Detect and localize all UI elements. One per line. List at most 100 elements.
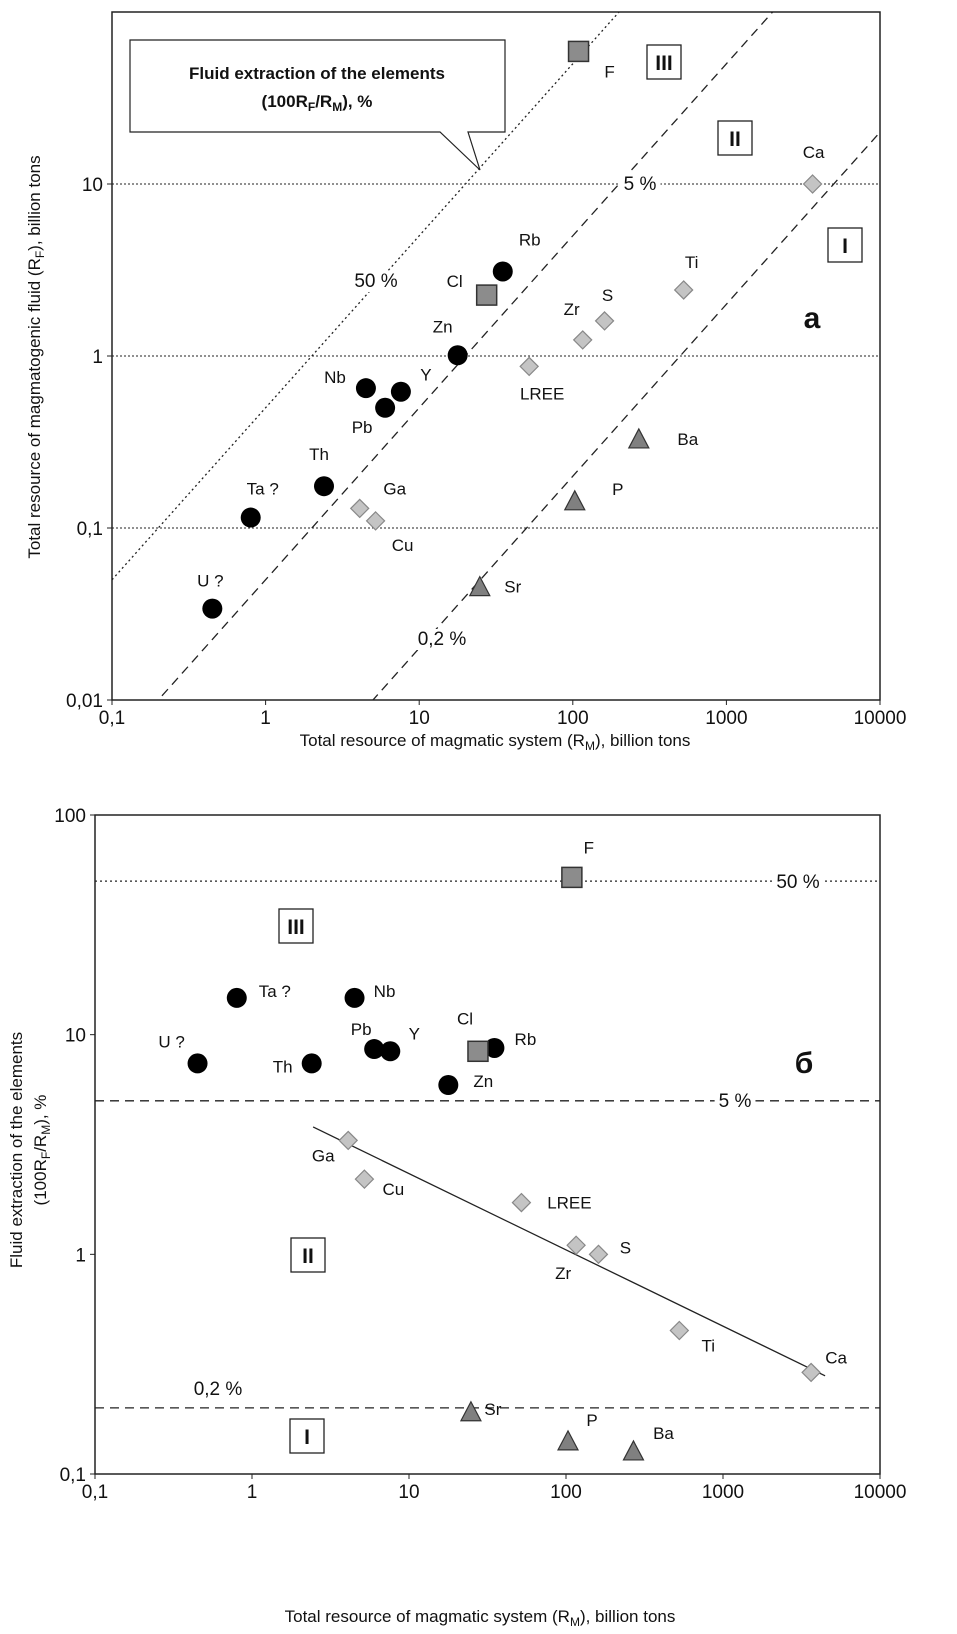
point <box>588 1244 609 1265</box>
zone-label: III <box>655 52 673 75</box>
x-tick-label: 0,1 <box>99 708 125 729</box>
text-run: ), billion tons <box>25 155 44 250</box>
ratio-line-label: 50 % <box>354 271 397 292</box>
subscript: F <box>308 100 315 114</box>
point <box>561 866 583 889</box>
point <box>594 311 615 331</box>
point-label: F <box>584 838 594 857</box>
y-tick-label: 0,1 <box>60 1465 86 1486</box>
point-label: Zr <box>555 1264 571 1283</box>
point-label: Y <box>420 366 431 385</box>
x-tick-label: 1000 <box>705 708 747 729</box>
x-tick-label: 10000 <box>854 708 907 729</box>
label-background <box>350 271 402 292</box>
point-label: S <box>602 286 613 305</box>
x-axis-title: Total resource of magmatic system (RM), … <box>285 1607 676 1629</box>
point <box>572 330 593 350</box>
point-label: S <box>620 1238 631 1257</box>
point <box>484 1037 505 1058</box>
reference-line-label: 5 % <box>719 1091 752 1112</box>
text-run: Total resource of magmatogenic fluid (R <box>25 258 44 558</box>
point <box>438 1075 459 1096</box>
point-label: P <box>612 480 623 499</box>
callout-text: Fluid extraction of the elements <box>189 64 445 83</box>
point <box>202 598 223 619</box>
x-axis-title: Total resource of magmatic system (RM), … <box>300 731 691 753</box>
point-label: Ga <box>383 479 406 498</box>
text-run: ), billion tons <box>595 731 690 750</box>
x-tick-label: 0,1 <box>82 1482 108 1503</box>
text-run: ), % <box>31 1095 50 1125</box>
zone-box <box>290 1237 326 1273</box>
point <box>344 987 365 1008</box>
point-label: Ta ? <box>247 480 279 499</box>
point-label: Y <box>409 1024 420 1043</box>
point <box>349 498 370 519</box>
y-axis-title: (100RF/RM), % <box>31 1095 53 1206</box>
panel-label: б <box>795 1047 814 1080</box>
x-tick-label: 100 <box>557 708 589 729</box>
point <box>447 345 468 366</box>
point-label: LREE <box>520 384 564 403</box>
zone-label: I <box>842 235 848 258</box>
point <box>673 280 694 300</box>
ratio-line-label: 0,2 % <box>418 629 467 650</box>
point <box>354 1169 375 1189</box>
point <box>801 1362 821 1383</box>
point-label: Th <box>309 445 329 464</box>
text-run: Fluid extraction of the elements <box>189 64 445 83</box>
point-label: Pb <box>351 1020 372 1039</box>
zone-label: I <box>304 1426 310 1449</box>
point <box>375 397 396 418</box>
point-label: Cl <box>457 1009 473 1028</box>
point-label: Ta ? <box>259 982 291 1001</box>
zone-box <box>278 908 314 944</box>
point-label: Rb <box>519 230 541 249</box>
callout-box <box>129 39 506 171</box>
x-tick-label: 1 <box>247 1482 258 1503</box>
x-tick-label: 1 <box>260 708 271 729</box>
point-label: Ti <box>702 1337 716 1356</box>
point <box>669 1320 690 1341</box>
zone-label: II <box>302 1245 314 1268</box>
y-axis-title: Total resource of magmatogenic fluid (RF… <box>25 155 47 558</box>
point <box>802 174 823 194</box>
point-label: Zn <box>433 317 453 336</box>
callout-text: (100RF/RM), % <box>262 92 373 114</box>
y-tick-label: 0,01 <box>66 691 103 712</box>
point <box>566 1235 586 1256</box>
y-tick-label: 0,1 <box>77 519 103 540</box>
point-label: Ga <box>312 1146 335 1165</box>
point <box>492 261 513 282</box>
point-label: P <box>586 1411 597 1430</box>
subscript: M <box>570 1615 580 1629</box>
text-run: ), % <box>342 92 372 111</box>
point <box>355 378 376 399</box>
ratio-line <box>372 131 880 700</box>
point <box>240 507 261 528</box>
subscript: F <box>39 1152 53 1159</box>
point-label: Zn <box>473 1072 493 1091</box>
reference-line-label: 50 % <box>776 872 819 893</box>
point-label: Nb <box>374 982 396 1001</box>
text-run: Fluid extraction of the elements <box>7 1032 26 1268</box>
point <box>459 1400 482 1422</box>
x-tick-label: 10 <box>409 708 430 729</box>
x-tick-label: 100 <box>550 1482 582 1503</box>
y-tick-label: 10 <box>82 175 103 196</box>
point <box>390 381 411 402</box>
point <box>563 489 586 511</box>
point-label: Cu <box>392 536 414 555</box>
point <box>519 356 540 377</box>
point-label: Nb <box>324 368 346 387</box>
zone-box <box>289 1418 325 1454</box>
point <box>567 40 590 63</box>
x-tick-label: 1000 <box>702 1482 744 1503</box>
plot-frame <box>94 814 881 1475</box>
subscript: M <box>332 100 342 114</box>
trend-line <box>312 1126 826 1377</box>
point <box>380 1041 401 1062</box>
